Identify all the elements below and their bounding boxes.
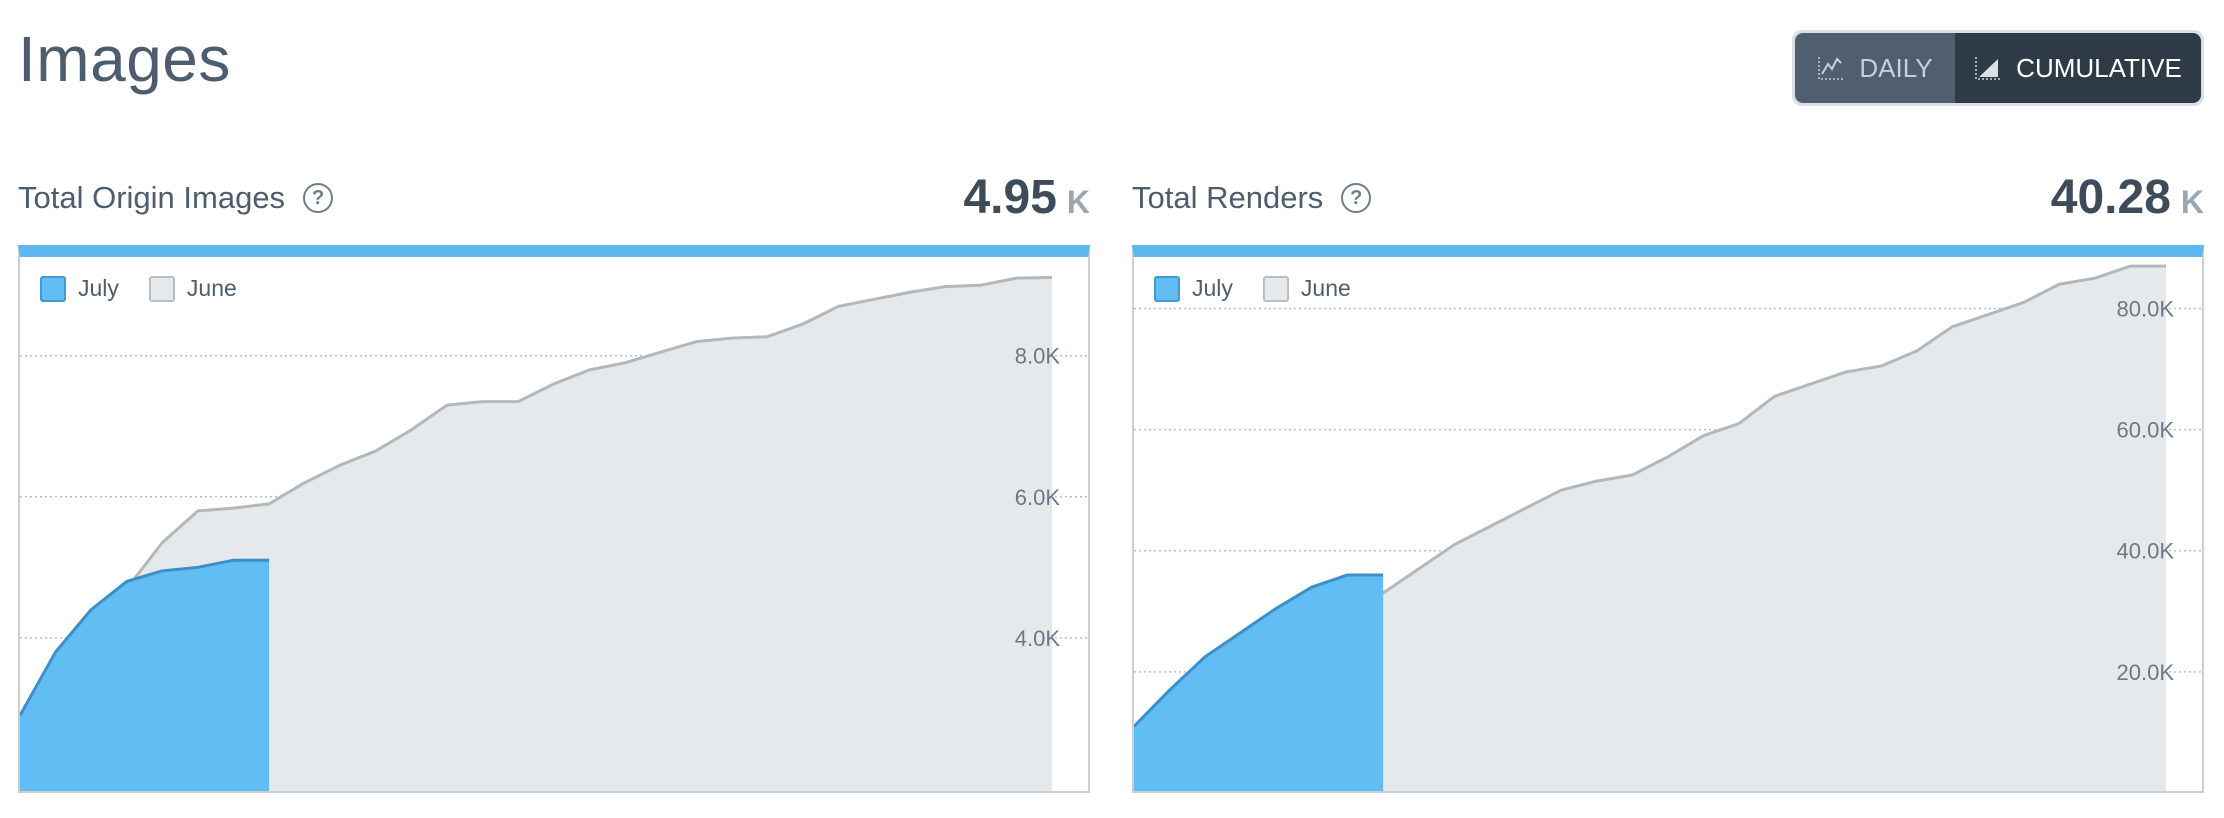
view-mode-toggle: DAILY CUMULATIVE [1792, 30, 2204, 106]
legend-label-july: July [1192, 275, 1233, 301]
series-july-line [1134, 573, 1384, 728]
panel-title: Total Renders [1132, 180, 1324, 215]
series-june-area [20, 277, 1052, 791]
y-tick-label: 60.0K [2117, 418, 2175, 443]
legend-label-july: July [78, 275, 119, 301]
page-title: Images [18, 23, 231, 95]
series-july-area [1134, 574, 1384, 791]
renders-panel: Total Renders ? 40.28 K July June 20.0K 4… [1132, 170, 2204, 793]
stat-value: 4.95 [963, 171, 1057, 224]
stat-total: 4.95 K [963, 170, 1090, 225]
stat-total: 40.28 K [2051, 170, 2204, 225]
daily-button[interactable]: DAILY [1795, 33, 1955, 103]
stat-unit: K [1066, 184, 1090, 220]
y-tick-label: 8.0K [1015, 344, 1061, 369]
cumulative-button[interactable]: CUMULATIVE [1955, 33, 2201, 103]
chart-legend: July June [40, 275, 267, 302]
series-july-line [20, 558, 270, 717]
daily-label: DAILY [1859, 52, 1933, 83]
stat-unit: K [2180, 184, 2204, 220]
origin-images-panel: Total Origin Images ? 4.95 K July June 4… [18, 170, 1090, 793]
legend-item-june[interactable]: June [148, 275, 237, 302]
legend-swatch-june [148, 275, 175, 302]
series-june-area [1134, 266, 2166, 791]
series-july-area [20, 560, 270, 791]
legend-label-june: June [186, 275, 237, 301]
chart-svg-origin-images: 4.0K 6.0K 8.0K [20, 275, 1088, 791]
legend-item-july[interactable]: July [1154, 275, 1233, 302]
chart-renders: July June 20.0K 40.0K 60.0K 80.0K [1132, 245, 2204, 793]
legend-label-june: June [1300, 275, 1351, 301]
area-chart-icon [1975, 57, 2001, 80]
chart-svg-renders: 20.0K 40.0K 60.0K 80.0K [1134, 264, 2202, 791]
legend-swatch-june [1262, 275, 1289, 302]
y-tick-label: 20.0K [2117, 660, 2175, 685]
y-tick-label: 40.0K [2117, 539, 2175, 564]
legend-item-june[interactable]: June [1262, 275, 1351, 302]
y-tick-label: 6.0K [1015, 485, 1061, 510]
chart-legend: July June [1154, 275, 1381, 302]
legend-swatch-july [1154, 275, 1180, 302]
line-chart-icon [1818, 57, 1844, 80]
cumulative-label: CUMULATIVE [2016, 52, 2182, 83]
legend-swatch-july [40, 275, 66, 302]
legend-item-july[interactable]: July [40, 275, 119, 302]
panel-title: Total Origin Images [18, 180, 286, 215]
stat-value: 40.28 [2050, 171, 2171, 224]
y-tick-label: 80.0K [2117, 296, 2175, 321]
help-icon[interactable]: ? [1341, 183, 1372, 213]
series-june-line [20, 275, 1053, 773]
y-tick-label: 4.0K [1015, 626, 1061, 651]
chart-origin-images: July June 4.0K 6.0K 8.0K [18, 245, 1090, 793]
help-icon[interactable]: ? [303, 183, 334, 213]
